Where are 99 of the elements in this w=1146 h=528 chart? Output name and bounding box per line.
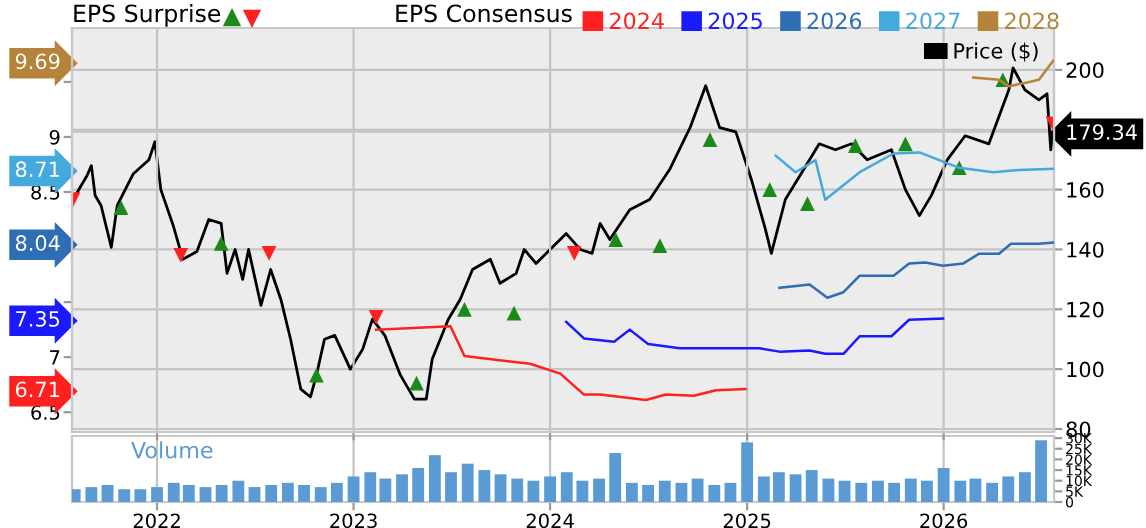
- bar: [265, 484, 278, 502]
- point: [309, 367, 324, 383]
- y2-tick-label: 120: [1067, 301, 1104, 318]
- x-tick-label: 2022: [133, 513, 180, 528]
- bar: [511, 478, 524, 502]
- x-tick-label: 2026: [920, 513, 968, 528]
- bar: [281, 482, 294, 502]
- point: [652, 238, 668, 253]
- bar: [675, 482, 688, 502]
- point: [506, 305, 522, 321]
- bar: [428, 455, 441, 502]
- bar: [1002, 476, 1015, 502]
- bar: [248, 487, 261, 502]
- legend-label: Price ($): [954, 42, 1038, 62]
- bar: [298, 484, 310, 502]
- bar: [478, 470, 491, 502]
- bar: [724, 482, 737, 502]
- bar: [822, 478, 835, 502]
- bar: [445, 472, 457, 502]
- point: [762, 182, 778, 197]
- x-tick-label: 2025: [723, 513, 771, 528]
- bar: [855, 482, 868, 502]
- bar: [658, 480, 671, 502]
- bar: [708, 484, 721, 502]
- point: [702, 132, 718, 147]
- y-tick-label: 9.69: [15, 53, 60, 70]
- point: [213, 236, 229, 251]
- bar: [609, 453, 622, 502]
- legend-label: 2028: [1005, 12, 1059, 30]
- bar: [789, 474, 802, 502]
- bar: [215, 484, 228, 502]
- legend-title: EPS Consensus: [396, 4, 572, 23]
- bar: [118, 489, 131, 502]
- bar: [330, 482, 343, 502]
- chart-title: Volume: [131, 441, 213, 459]
- y-tick-label: 8.04: [15, 235, 60, 251]
- point: [173, 248, 189, 263]
- legend-label: 2024: [610, 12, 664, 30]
- bar: [134, 489, 147, 502]
- legend-label: 2025: [708, 12, 762, 30]
- line-series: [374, 325, 747, 402]
- bar: [642, 484, 654, 502]
- bar: [838, 480, 851, 502]
- point: [368, 310, 384, 325]
- bar: [151, 487, 163, 502]
- bar: [888, 482, 901, 502]
- point: [800, 196, 815, 212]
- bar: [232, 480, 245, 502]
- bar: [85, 487, 98, 502]
- line-series: [778, 241, 1054, 299]
- bar: [904, 478, 917, 502]
- bar: [1035, 440, 1047, 502]
- point: [113, 200, 129, 215]
- y2-tick-label: 80: [1066, 421, 1091, 438]
- point: [608, 232, 624, 247]
- line-series: [564, 317, 945, 356]
- y-tick-label: 8.71: [15, 161, 59, 178]
- bar: [625, 482, 638, 502]
- bar: [986, 482, 999, 502]
- bar: [396, 474, 408, 502]
- bar: [1019, 472, 1031, 502]
- legend-label: 2026: [807, 12, 862, 30]
- point: [409, 375, 424, 391]
- bar: [527, 480, 540, 502]
- y2-tick-label: 179.34: [1067, 124, 1137, 140]
- y-tick-label: 9: [49, 129, 60, 145]
- bar: [921, 480, 933, 502]
- bar: [872, 480, 884, 502]
- line-series: [774, 151, 1054, 201]
- point: [457, 301, 472, 317]
- bar: [494, 474, 507, 502]
- bar: [741, 442, 754, 502]
- y2-tick-label: 200: [1066, 62, 1104, 79]
- bar: [691, 478, 704, 502]
- y2-tick-label: 140: [1067, 241, 1104, 258]
- bar: [544, 476, 556, 502]
- bar: [805, 470, 818, 502]
- bar: [314, 487, 327, 502]
- legend-label: 2027: [906, 12, 960, 30]
- y2-tick-label: 160: [1067, 182, 1104, 198]
- point: [261, 245, 277, 261]
- bar: [937, 467, 950, 502]
- line-series: [971, 59, 1054, 88]
- x-tick-label: 2023: [330, 513, 377, 528]
- point: [566, 245, 582, 261]
- bar: [101, 484, 114, 502]
- point: [898, 136, 913, 152]
- bar: [412, 467, 425, 502]
- bar: [461, 463, 474, 502]
- y-tick-label: 7: [50, 350, 60, 365]
- y2-tick-label: 100: [1067, 361, 1104, 378]
- bar: [593, 478, 605, 502]
- point: [847, 138, 863, 153]
- x-tick-label: 2024: [526, 513, 574, 528]
- bar: [347, 476, 360, 502]
- chart-title: EPS Surprise: [74, 4, 221, 27]
- y-tick-label: 7.35: [16, 311, 60, 327]
- bar: [199, 487, 212, 502]
- y-tick-label: 6.71: [15, 381, 59, 398]
